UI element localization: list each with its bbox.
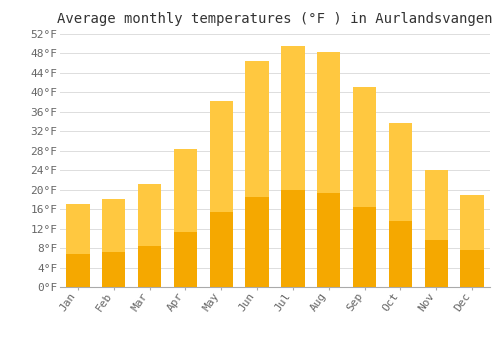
Bar [317, 52, 340, 193]
Bar [460, 250, 483, 287]
Bar [460, 195, 483, 250]
Bar [282, 46, 304, 190]
Bar [389, 221, 412, 287]
Bar [210, 100, 233, 212]
Bar [246, 197, 268, 287]
Bar [66, 204, 90, 254]
Bar [246, 61, 268, 287]
Bar [389, 122, 412, 287]
Bar [174, 149, 197, 232]
Bar [138, 184, 161, 246]
Bar [353, 207, 376, 287]
Bar [246, 61, 268, 197]
Bar [210, 100, 233, 287]
Bar [460, 195, 483, 287]
Bar [138, 246, 161, 287]
Bar [66, 204, 90, 287]
Bar [210, 212, 233, 287]
Bar [282, 190, 304, 287]
Bar [102, 199, 126, 287]
Bar [174, 149, 197, 287]
Bar [424, 240, 448, 287]
Bar [102, 252, 126, 287]
Bar [353, 88, 376, 287]
Bar [424, 170, 448, 287]
Bar [317, 52, 340, 287]
Bar [138, 184, 161, 287]
Bar [102, 199, 126, 252]
Bar [174, 232, 197, 287]
Bar [282, 46, 304, 287]
Bar [353, 88, 376, 207]
Bar [389, 122, 412, 221]
Bar [424, 170, 448, 240]
Bar [317, 193, 340, 287]
Bar [66, 254, 90, 287]
Title: Average monthly temperatures (°F ) in Aurlandsvangen: Average monthly temperatures (°F ) in Au… [57, 12, 493, 26]
